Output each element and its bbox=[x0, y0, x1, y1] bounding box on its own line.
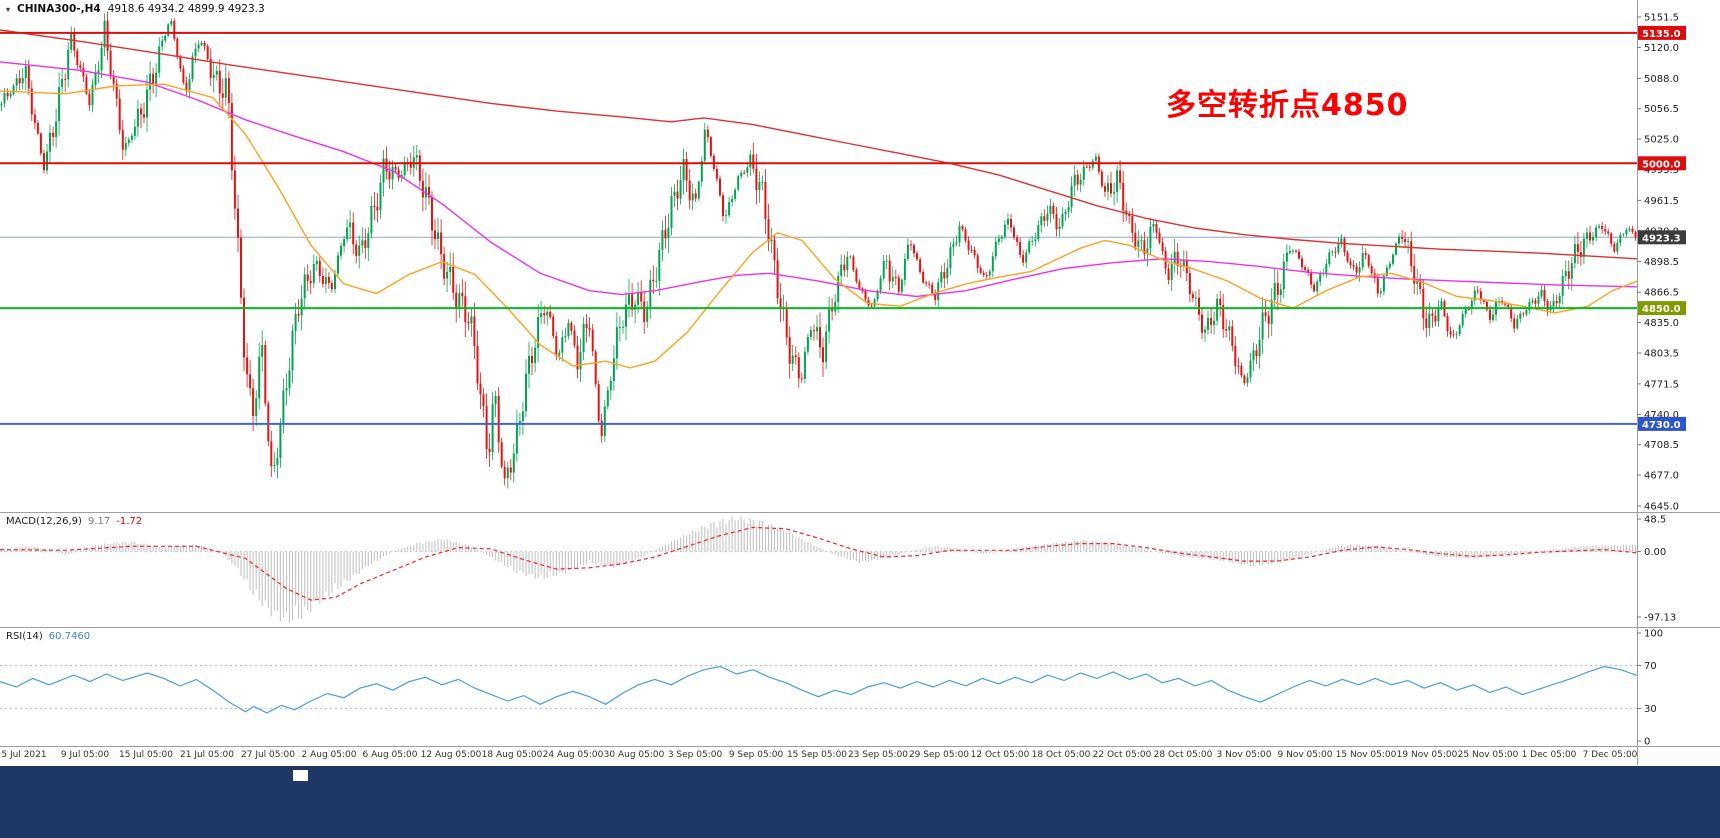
time-axis-label: 9 Sep 05:00 bbox=[728, 750, 784, 760]
rsi-name: RSI(14) bbox=[6, 631, 43, 642]
price-badge: 5000.0 bbox=[1638, 156, 1686, 171]
price-axis-label: 4898.5 bbox=[1644, 257, 1679, 268]
ma-fast-orange bbox=[0, 83, 1638, 369]
time-axis-label: 15 Sep 05:00 bbox=[786, 750, 848, 760]
symbol-dropdown-icon: ▾ bbox=[6, 4, 11, 14]
rsi-line bbox=[0, 665, 1638, 714]
price-axis-label: 5120.0 bbox=[1644, 43, 1679, 54]
time-axis-label: 7 Dec 05:00 bbox=[1582, 750, 1638, 760]
time-axis[interactable]: 5 Jul 2021 9 Jul 05:00 15 Jul 05:00 21 Jul … bbox=[0, 750, 1637, 765]
macd-axis-label: 48.5 bbox=[1644, 515, 1666, 526]
price-axis-label: 4803.5 bbox=[1644, 349, 1679, 360]
price-axis-label: 4993.5 bbox=[1644, 165, 1679, 176]
svg-text:5000.0: 5000.0 bbox=[1642, 159, 1681, 170]
macd-name: MACD(12,26,9) bbox=[6, 516, 82, 527]
price-axis-label: 4771.5 bbox=[1644, 379, 1679, 390]
rsi-indicator-label: RSI(14) 60.7460 bbox=[6, 631, 90, 642]
symbol-info: ▾ CHINA300-,H4 4918.6 4934.2 4899.9 4923… bbox=[6, 3, 265, 15]
price-axis-label: 4866.5 bbox=[1644, 288, 1679, 299]
price-badge: 5135.0 bbox=[1638, 25, 1686, 40]
time-axis-label: 22 Oct 05:00 bbox=[1092, 750, 1152, 760]
time-axis-label: 27 Jul 05:00 bbox=[241, 750, 295, 760]
macd-histogram bbox=[0, 516, 1637, 623]
time-axis-label: 25 Nov 05:00 bbox=[1457, 750, 1519, 760]
price-axis-label: 4645.0 bbox=[1644, 502, 1679, 513]
svg-text:5135.0: 5135.0 bbox=[1642, 29, 1681, 40]
symbol-ohlc: 4918.6 4934.2 4899.9 4923.3 bbox=[107, 3, 265, 15]
rsi-axis-label: 70 bbox=[1644, 661, 1657, 672]
time-axis-label: 29 Sep 05:00 bbox=[908, 750, 970, 760]
time-axis-label: 6 Aug 05:00 bbox=[362, 750, 418, 760]
price-badge: 4923.3 bbox=[1638, 230, 1686, 245]
price-axis-label: 5056.5 bbox=[1644, 104, 1679, 115]
macd-signal-value: -1.72 bbox=[116, 516, 143, 527]
rsi-value: 60.7460 bbox=[48, 631, 91, 642]
macd-signal-line bbox=[0, 526, 1638, 601]
time-axis-label: 28 Oct 05:00 bbox=[1153, 750, 1213, 760]
price-axis-label: 4740.0 bbox=[1644, 410, 1679, 421]
price-axis-label: 4961.5 bbox=[1644, 196, 1679, 207]
chart-canvas[interactable]: 5151.5 5120.0 5088.0 5056.5 5025.0 4993.5 4961… bbox=[0, 0, 1720, 766]
price-badge: 4730.0 bbox=[1638, 416, 1686, 431]
time-axis-label: 3 Nov 05:00 bbox=[1216, 750, 1272, 760]
time-axis-label: 15 Jul 05:00 bbox=[119, 750, 173, 760]
footer-bar bbox=[0, 766, 1720, 838]
time-axis-label: 12 Aug 05:00 bbox=[420, 750, 482, 760]
rsi-axis-label: 30 bbox=[1644, 704, 1657, 715]
time-axis-label: 1 Dec 05:00 bbox=[1521, 750, 1577, 760]
time-axis-label: 18 Oct 05:00 bbox=[1031, 750, 1091, 760]
time-axis-label: 12 Oct 05:00 bbox=[970, 750, 1030, 760]
time-axis-label: 2 Aug 05:00 bbox=[301, 750, 357, 760]
price-axis-label: 5151.5 bbox=[1644, 13, 1679, 24]
ma-mid-magenta bbox=[0, 61, 1638, 298]
price-badge: 4850.0 bbox=[1638, 301, 1686, 316]
macd-main-value: 9.17 bbox=[87, 516, 111, 527]
footer-marker bbox=[293, 770, 308, 781]
symbol-name: CHINA300-,H4 bbox=[17, 3, 101, 15]
time-axis-label: 18 Aug 05:00 bbox=[481, 750, 543, 760]
time-axis-label: 5 Jul 2021 bbox=[1, 750, 47, 760]
macd-axis-label: -97.13 bbox=[1644, 613, 1676, 624]
rsi-axis-label: 0 bbox=[1644, 737, 1650, 748]
price-axis-label: 5088.0 bbox=[1644, 74, 1679, 85]
time-axis-label: 23 Sep 05:00 bbox=[847, 750, 909, 760]
time-axis-label: 19 Nov 05:00 bbox=[1396, 750, 1458, 760]
time-axis-label: 3 Sep 05:00 bbox=[667, 750, 723, 760]
time-axis-label: 24 Aug 05:00 bbox=[542, 750, 604, 760]
time-axis-label: 15 Nov 05:00 bbox=[1335, 750, 1397, 760]
rsi-axis-label: 100 bbox=[1644, 629, 1663, 640]
ma-slow-red bbox=[0, 29, 1638, 260]
price-axis-label: 4677.0 bbox=[1644, 471, 1679, 482]
svg-text:4923.3: 4923.3 bbox=[1642, 233, 1681, 244]
svg-text:4850.0: 4850.0 bbox=[1642, 304, 1681, 315]
svg-text:4730.0: 4730.0 bbox=[1642, 420, 1681, 431]
candlesticks bbox=[0, 11, 1637, 489]
time-axis-label: 9 Jul 05:00 bbox=[60, 750, 110, 760]
price-axis-label: 4835.0 bbox=[1644, 318, 1679, 329]
time-axis-label: 21 Jul 05:00 bbox=[180, 750, 234, 760]
chart-annotation-text[interactable]: 多空转折点4850 bbox=[1166, 88, 1409, 123]
macd-axis-label: 0.00 bbox=[1644, 547, 1666, 558]
time-axis-label: 9 Nov 05:00 bbox=[1277, 750, 1333, 760]
price-axis-label: 4708.5 bbox=[1644, 440, 1679, 451]
macd-indicator-label: MACD(12,26,9) 9.17 -1.72 bbox=[6, 516, 142, 527]
time-axis-label: 30 Aug 05:00 bbox=[603, 750, 665, 760]
price-axis-label: 5025.0 bbox=[1644, 135, 1679, 146]
